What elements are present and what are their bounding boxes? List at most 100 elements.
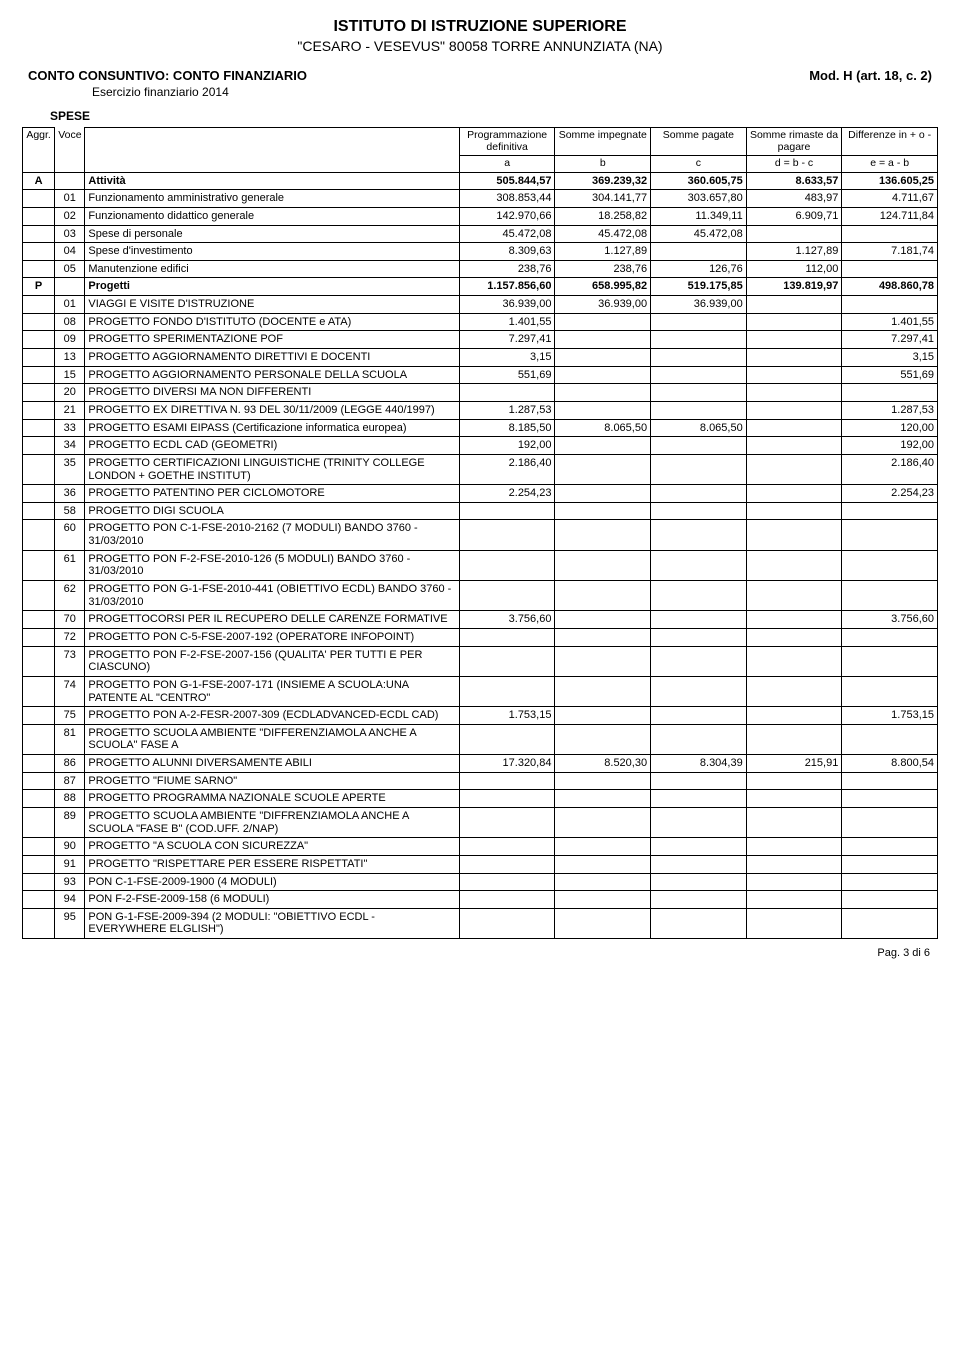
col-b: b (555, 156, 651, 173)
val-a: 1.287,53 (459, 401, 555, 419)
voce: 35 (55, 454, 85, 484)
val-e (842, 908, 938, 938)
table-row: 35PROGETTO CERTIFICAZIONI LINGUISTICHE (… (23, 454, 938, 484)
val-a (459, 581, 555, 611)
aggr (23, 437, 55, 455)
val-d (746, 366, 842, 384)
desc: PROGETTO PON G-1-FSE-2010-441 (OBIETTIVO… (85, 581, 459, 611)
col-c: c (651, 156, 747, 173)
table-row: 58PROGETTO DIGI SCUOLA (23, 502, 938, 520)
val-c: 11.349,11 (651, 207, 747, 225)
table-row: 01Funzionamento amministrativo generale3… (23, 190, 938, 208)
val-a: 17.320,84 (459, 755, 555, 773)
aggr (23, 190, 55, 208)
desc: PROGETTO AGGIORNAMENTO PERSONALE DELLA S… (85, 366, 459, 384)
val-a (459, 646, 555, 676)
val-e (842, 676, 938, 706)
val-a: 8.309,63 (459, 243, 555, 261)
desc: PROGETTOCORSI PER IL RECUPERO DELLE CARE… (85, 611, 459, 629)
col-aggr: Aggr. (23, 128, 55, 173)
val-b (555, 550, 651, 580)
voce: 15 (55, 366, 85, 384)
val-c: 45.472,08 (651, 225, 747, 243)
aggr (23, 908, 55, 938)
val-c (651, 873, 747, 891)
aggr (23, 454, 55, 484)
val-e: 8.800,54 (842, 755, 938, 773)
voce: 72 (55, 628, 85, 646)
table-row: 95PON G-1-FSE-2009-394 (2 MODULI: "OBIET… (23, 908, 938, 938)
desc: PROGETTO "A SCUOLA CON SICUREZZA" (85, 838, 459, 856)
desc: PROGETTO CERTIFICAZIONI LINGUISTICHE (TR… (85, 454, 459, 484)
desc: PROGETTO PON G-1-FSE-2007-171 (INSIEME A… (85, 676, 459, 706)
voce: 91 (55, 855, 85, 873)
val-e: 1.287,53 (842, 401, 938, 419)
voce: 09 (55, 331, 85, 349)
table-row: 15PROGETTO AGGIORNAMENTO PERSONALE DELLA… (23, 366, 938, 384)
val-e: 7.181,74 (842, 243, 938, 261)
val-c (651, 646, 747, 676)
desc: PROGETTO PON F-2-FSE-2010-126 (5 MODULI)… (85, 550, 459, 580)
voce: 88 (55, 790, 85, 808)
voce: 36 (55, 485, 85, 503)
table-row: 04Spese d'investimento8.309,631.127,891.… (23, 243, 938, 261)
val-a: 1.401,55 (459, 313, 555, 331)
val-c (651, 485, 747, 503)
desc: Spese di personale (85, 225, 459, 243)
val-b (555, 331, 651, 349)
aggr (23, 349, 55, 367)
val-b (555, 366, 651, 384)
voce: 60 (55, 520, 85, 550)
table-row: 86PROGETTO ALUNNI DIVERSAMENTE ABILI17.3… (23, 755, 938, 773)
val-d (746, 611, 842, 629)
val-b (555, 313, 651, 331)
table-row: PProgetti1.157.856,60658.995,82519.175,8… (23, 278, 938, 296)
table-row: 75PROGETTO PON A-2-FESR-2007-309 (ECDLAD… (23, 707, 938, 725)
col-rim: Somme rimaste da pagare (746, 128, 842, 156)
val-b (555, 646, 651, 676)
val-e: 1.753,15 (842, 707, 938, 725)
val-e: 551,69 (842, 366, 938, 384)
val-d (746, 349, 842, 367)
val-b: 45.472,08 (555, 225, 651, 243)
col-diff: Differenze in + o - (842, 128, 938, 156)
val-b (555, 873, 651, 891)
val-e: 2.254,23 (842, 485, 938, 503)
val-e (842, 873, 938, 891)
val-c (651, 838, 747, 856)
table-row: 72PROGETTO PON C-5-FSE-2007-192 (OPERATO… (23, 628, 938, 646)
val-a (459, 873, 555, 891)
val-e (842, 520, 938, 550)
val-a: 7.297,41 (459, 331, 555, 349)
val-b (555, 611, 651, 629)
col-prog: Programmazione definitiva (459, 128, 555, 156)
val-b (555, 807, 651, 837)
val-d (746, 296, 842, 314)
table-row: 91PROGETTO "RISPETTARE PER ESSERE RISPET… (23, 855, 938, 873)
report-mod: Mod. H (art. 18, c. 2) (809, 68, 932, 83)
val-d (746, 437, 842, 455)
val-d (746, 873, 842, 891)
voce: 62 (55, 581, 85, 611)
val-b (555, 349, 651, 367)
val-b (555, 520, 651, 550)
val-b (555, 707, 651, 725)
val-c (651, 349, 747, 367)
aggr (23, 855, 55, 873)
aggr (23, 401, 55, 419)
val-c (651, 520, 747, 550)
val-c: 8.304,39 (651, 755, 747, 773)
val-b (555, 401, 651, 419)
val-c (651, 707, 747, 725)
aggr (23, 384, 55, 402)
aggr (23, 313, 55, 331)
aggr (23, 891, 55, 909)
val-a (459, 502, 555, 520)
aggr (23, 581, 55, 611)
val-d: 1.127,89 (746, 243, 842, 261)
val-b (555, 908, 651, 938)
aggr (23, 790, 55, 808)
val-e (842, 772, 938, 790)
voce: 01 (55, 190, 85, 208)
col-desc (85, 128, 459, 173)
